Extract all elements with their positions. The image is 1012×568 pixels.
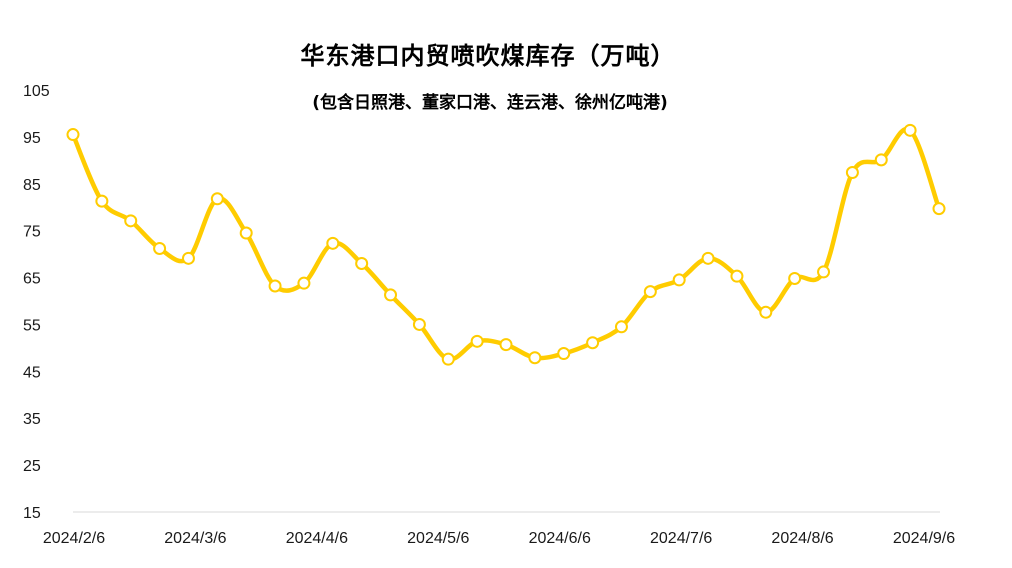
y-tick-label: 15 [23, 505, 41, 522]
y-tick-label: 75 [23, 224, 41, 241]
x-tick-label: 2024/4/6 [286, 530, 348, 547]
data-point [845, 166, 859, 180]
data-point [817, 265, 831, 279]
data-point [759, 305, 773, 319]
data-point [788, 271, 802, 285]
y-tick-label: 85 [23, 177, 41, 194]
data-point [441, 352, 455, 366]
y-tick-label: 25 [23, 458, 41, 475]
data-point [124, 214, 138, 228]
data-point [384, 288, 398, 302]
data-point [672, 273, 686, 287]
data-point [412, 317, 426, 331]
y-tick-label: 45 [23, 364, 41, 381]
x-tick-label: 2024/9/6 [893, 530, 955, 547]
y-tick-label: 55 [23, 317, 41, 334]
data-point [932, 202, 946, 216]
data-point [586, 336, 600, 350]
data-point [614, 320, 628, 334]
x-tick-label: 2024/5/6 [407, 530, 469, 547]
x-tick-label: 2024/6/6 [529, 530, 591, 547]
y-tick-label: 65 [23, 271, 41, 288]
y-tick-label: 35 [23, 411, 41, 428]
data-point [95, 194, 109, 208]
chart-subtitle: (包含日照港、董家口港、连云港、徐州亿吨港) [312, 93, 668, 113]
data-point [903, 123, 917, 137]
x-tick-label: 2024/7/6 [650, 530, 712, 547]
data-point [874, 153, 888, 167]
x-tick-label: 2024/3/6 [164, 530, 226, 547]
data-point [66, 128, 80, 142]
data-point [557, 347, 571, 361]
x-tick-label: 2024/2/6 [43, 530, 105, 547]
data-point [643, 285, 657, 299]
data-point [210, 192, 224, 206]
x-tick-label: 2024/8/6 [771, 530, 833, 547]
data-point [326, 236, 340, 250]
data-point [355, 256, 369, 270]
series-line [70, 126, 942, 362]
data-point [499, 338, 513, 352]
data-point [153, 241, 167, 255]
data-point [239, 226, 253, 240]
data-point [268, 279, 282, 293]
data-point [701, 251, 715, 265]
data-point [181, 251, 195, 265]
data-point [730, 269, 744, 283]
y-tick-label: 95 [23, 130, 41, 147]
chart-title: 华东港口内贸喷吹煤库存（万吨） [300, 42, 676, 70]
data-point [528, 351, 542, 365]
data-point [297, 276, 311, 290]
data-point [470, 334, 484, 348]
y-tick-label: 105 [23, 83, 50, 100]
